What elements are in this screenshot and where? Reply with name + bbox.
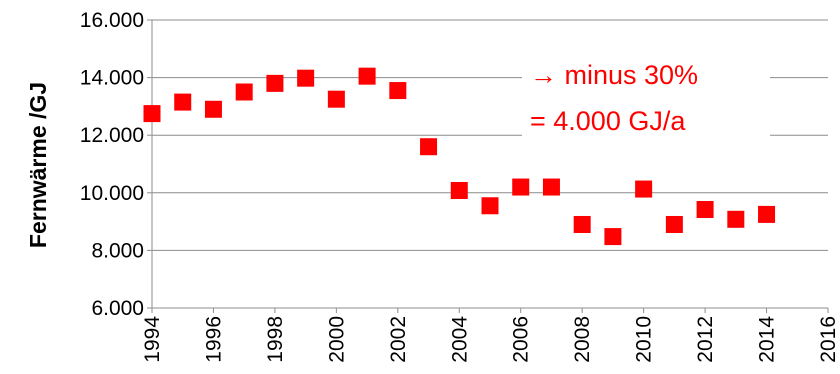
axes	[147, 19, 829, 313]
data-point	[450, 181, 468, 199]
data-point	[389, 82, 407, 100]
data-point	[174, 93, 192, 111]
x-tick-label: 2000	[325, 316, 348, 363]
annotation-line-1: → minus 30%	[530, 60, 698, 90]
x-tick-label: 2016	[817, 316, 840, 363]
data-point	[327, 90, 345, 108]
y-tick-label: 8.000	[91, 239, 144, 262]
data-points	[143, 67, 776, 246]
y-tick-label: 16.000	[80, 9, 144, 32]
y-tick-labels: 6.000 8.000 10.000 12.000 14.000 16.000	[80, 9, 144, 320]
data-point	[420, 138, 438, 156]
data-point	[542, 178, 560, 196]
data-point	[235, 83, 253, 101]
data-point	[143, 105, 161, 123]
x-tick-label: 2004	[448, 316, 471, 363]
x-tick-label: 2006	[510, 316, 533, 363]
data-point	[481, 197, 499, 215]
data-point	[665, 215, 683, 233]
annotation-background	[522, 52, 770, 144]
data-point	[635, 180, 653, 198]
data-point	[358, 67, 376, 85]
x-tick-label: 1994	[141, 316, 164, 363]
data-point	[266, 74, 284, 92]
y-tick-label: 10.000	[80, 182, 144, 205]
y-axis-label: Fernwärme /GJ	[25, 82, 51, 248]
annotation-line-2: = 4.000 GJ/a	[530, 106, 686, 136]
x-tick-label: 1998	[264, 316, 287, 363]
data-point	[604, 228, 622, 246]
x-tick-label: 1996	[202, 316, 225, 363]
data-point	[297, 69, 315, 87]
data-point	[204, 100, 222, 118]
y-tick-label: 12.000	[80, 124, 144, 147]
data-point	[696, 201, 714, 219]
data-point	[512, 178, 530, 196]
data-point	[758, 205, 776, 223]
x-tick-label: 2014	[756, 316, 779, 363]
y-tick-label: 6.000	[91, 297, 144, 320]
y-tick-label: 14.000	[80, 67, 144, 90]
data-point	[727, 210, 745, 228]
x-tick-labels: 1994 1996 1998 2000 2002 2004 2006 2008 2010 2012…	[141, 316, 840, 363]
x-tick-label: 2002	[387, 316, 410, 363]
x-tick-label: 2010	[633, 316, 656, 363]
data-point	[573, 215, 591, 233]
x-tick-label: 2012	[694, 316, 717, 363]
x-tick-label: 2008	[571, 316, 594, 363]
